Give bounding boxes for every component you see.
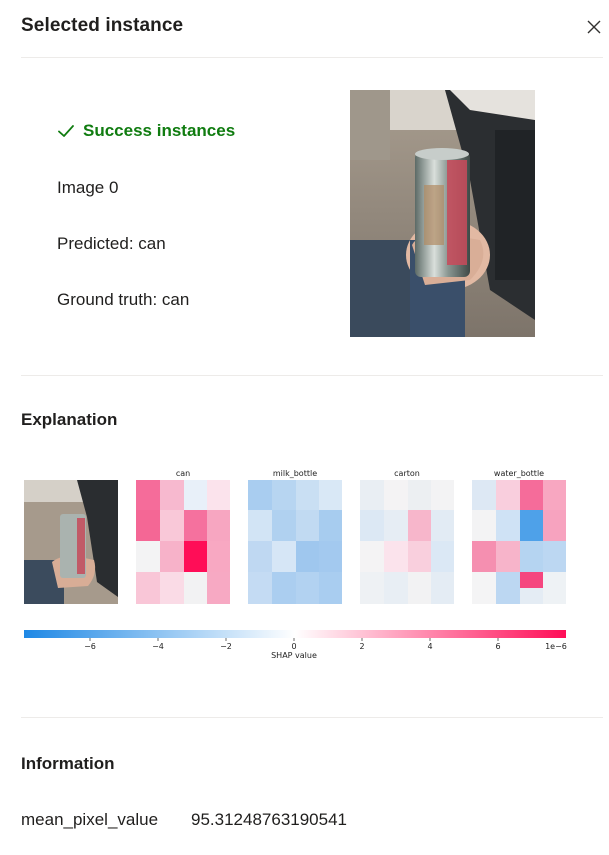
colorbar-tick-label: 0 [291, 642, 296, 651]
shap-explanation-figure: can milk_bottle carton water_bottle −6 −… [22, 462, 568, 664]
status-label: Success instances [83, 121, 236, 140]
colorbar-tick-label: −2 [220, 642, 232, 651]
information-heading: Information [21, 754, 115, 773]
panel-title: Selected instance [21, 15, 184, 36]
info-value-mean-pixel-value: 95.31248763190541 [191, 810, 347, 829]
close-button[interactable] [583, 16, 605, 38]
colorbar-tick-label: −4 [152, 642, 164, 651]
colorbar-tick-label: 2 [359, 642, 364, 651]
instance-divider [21, 375, 603, 376]
image-label: Image 0 [57, 178, 119, 197]
colorbar-scale: 1e−6 [545, 642, 567, 651]
colorbar-tick-label: −6 [84, 642, 96, 651]
checkmark-icon [58, 125, 74, 137]
class-title-can: can [176, 469, 190, 478]
predicted-label: Predicted: can [57, 234, 166, 253]
explanation-divider [21, 717, 603, 718]
status-row: Success instances [57, 121, 235, 141]
class-title-water-bottle: water_bottle [494, 469, 544, 478]
original-thumbnail [24, 480, 118, 604]
colorbar-tick-label: 4 [427, 642, 432, 651]
heatmap-water-bottle [472, 480, 566, 604]
instance-image [350, 90, 535, 337]
ground-truth-label: Ground truth: can [57, 290, 190, 309]
class-title-carton: carton [394, 469, 420, 478]
header-divider [21, 57, 603, 58]
colorbar-label: SHAP value [271, 651, 317, 660]
heatmap-can [136, 480, 230, 604]
explanation-heading: Explanation [21, 410, 118, 429]
colorbar [24, 630, 566, 638]
info-key-mean-pixel-value: mean_pixel_value [21, 810, 159, 829]
colorbar-ticks [89, 638, 499, 641]
heatmap-milk-bottle [248, 480, 342, 604]
close-icon[interactable] [583, 16, 605, 38]
heatmap-carton [360, 480, 454, 604]
colorbar-tick-label: 6 [495, 642, 500, 651]
class-title-milk-bottle: milk_bottle [273, 469, 317, 478]
